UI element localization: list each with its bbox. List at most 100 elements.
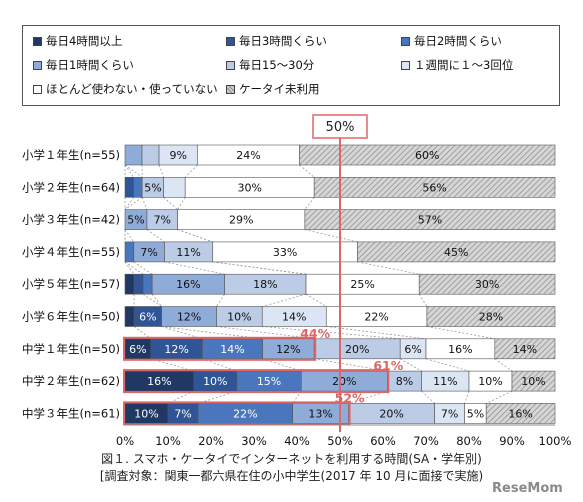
data-label: 18% [253,278,277,291]
bar-segment [124,144,143,166]
data-label: 8% [396,375,413,388]
legend-swatch [401,60,410,70]
data-label: 9% [169,149,186,162]
connector-line [184,164,198,178]
connector-line [124,196,143,210]
legend-swatch [33,84,42,94]
bar-segment [124,177,134,198]
category-label: 小学２年生(n=64) [22,180,120,194]
connector-line [146,229,165,243]
connector-line [304,197,315,210]
x-tick-label: 50% [327,434,353,448]
connector-line [167,390,194,404]
connector-line [400,358,422,372]
data-label: 30% [475,278,499,291]
category-label: 小学４年生(n=55) [22,245,120,259]
connector-line [426,326,495,340]
connector-line [262,326,401,340]
x-tick-label: 80% [456,434,482,448]
data-label: 10% [227,311,251,324]
connector-line [124,261,135,275]
bar-segment [357,241,556,263]
data-label: 24% [236,149,260,162]
highlight-total-label: 44% [300,326,330,341]
data-label: 16% [508,407,532,420]
connector-line [161,326,203,340]
legend-swatch [226,84,235,94]
category-label: 中学１年生(n=50) [22,342,120,356]
connector-line [151,293,162,307]
connector-line [142,293,162,307]
reference-label-box [312,114,368,139]
x-tick-label: 10% [155,434,181,448]
x-tick-label: 40% [284,434,310,448]
bar-segment [304,209,556,230]
legend-label: 毎日4時間以上 [46,34,123,48]
connector-line [124,164,143,178]
category-label: 小学３年生(n=42) [22,213,120,227]
connector-line [421,390,435,404]
connector-line [212,261,307,275]
connector-line [216,293,225,307]
data-label: 5% [127,214,144,227]
bar-segment [124,273,135,295]
data-label: 28% [479,311,503,324]
connector-line [124,261,144,275]
data-label: 5% [467,407,484,420]
data-label: 14% [513,343,537,356]
category-label: 中学３年生(n=61) [22,406,120,420]
x-tick-label: 30% [241,434,267,448]
connector-line [326,326,427,340]
data-label: 12% [177,311,201,324]
connector-line [133,326,152,340]
data-label: 33% [273,246,297,259]
data-label: 56% [422,181,446,194]
connector-line [177,229,213,243]
bar-segment [418,273,556,295]
watermark-logo: ReseMom [492,481,563,496]
legend-label: 毎日3時間くらい [239,34,327,48]
highlight-total-label: 52% [335,390,365,405]
connector-line [158,164,165,178]
bar-segment [485,403,556,424]
highlight-box [123,369,390,394]
data-label: 22% [364,311,388,324]
data-label: 45% [444,246,468,259]
legend-label: ほとんど使わない・使っていない [46,82,218,96]
connector-line [494,358,513,372]
caption-title: 図１. スマホ・ケータイでインターネットを利用する時間(SA・学年別) [101,452,482,466]
connector-line [197,390,237,404]
data-label: 7% [441,407,458,420]
connector-line [357,261,420,275]
data-label: 16% [147,375,171,388]
x-tick-label: 70% [413,434,439,448]
bar-segment [511,370,556,392]
legend-swatch [401,36,410,46]
x-tick-label: 100% [539,434,572,448]
legend-swatch [33,36,42,46]
data-label: 7% [154,214,171,227]
data-label: 60% [415,149,439,162]
legend-label: ケータイ未利用 [239,82,320,96]
reference-label: 50% [326,120,355,135]
legend-item: 毎日3時間くらい [226,33,327,49]
data-label: 11% [433,375,457,388]
connector-line [216,326,315,340]
data-label: 6% [129,343,146,356]
data-label: 10% [521,375,545,388]
data-label: 7% [174,407,191,420]
bar-segment [124,241,135,263]
connector-line [133,261,153,275]
x-tick-label: 90% [499,434,525,448]
connector-line [177,197,186,210]
connector-line [150,358,194,372]
bar-segment [163,177,186,198]
connector-line [163,196,178,210]
connector-line [164,261,225,275]
bar-segment [426,306,556,327]
data-label: 16% [176,278,200,291]
data-label: 11% [176,246,200,259]
data-label: 5% [144,181,161,194]
highlight-box [123,401,351,426]
connector-line [464,390,470,404]
